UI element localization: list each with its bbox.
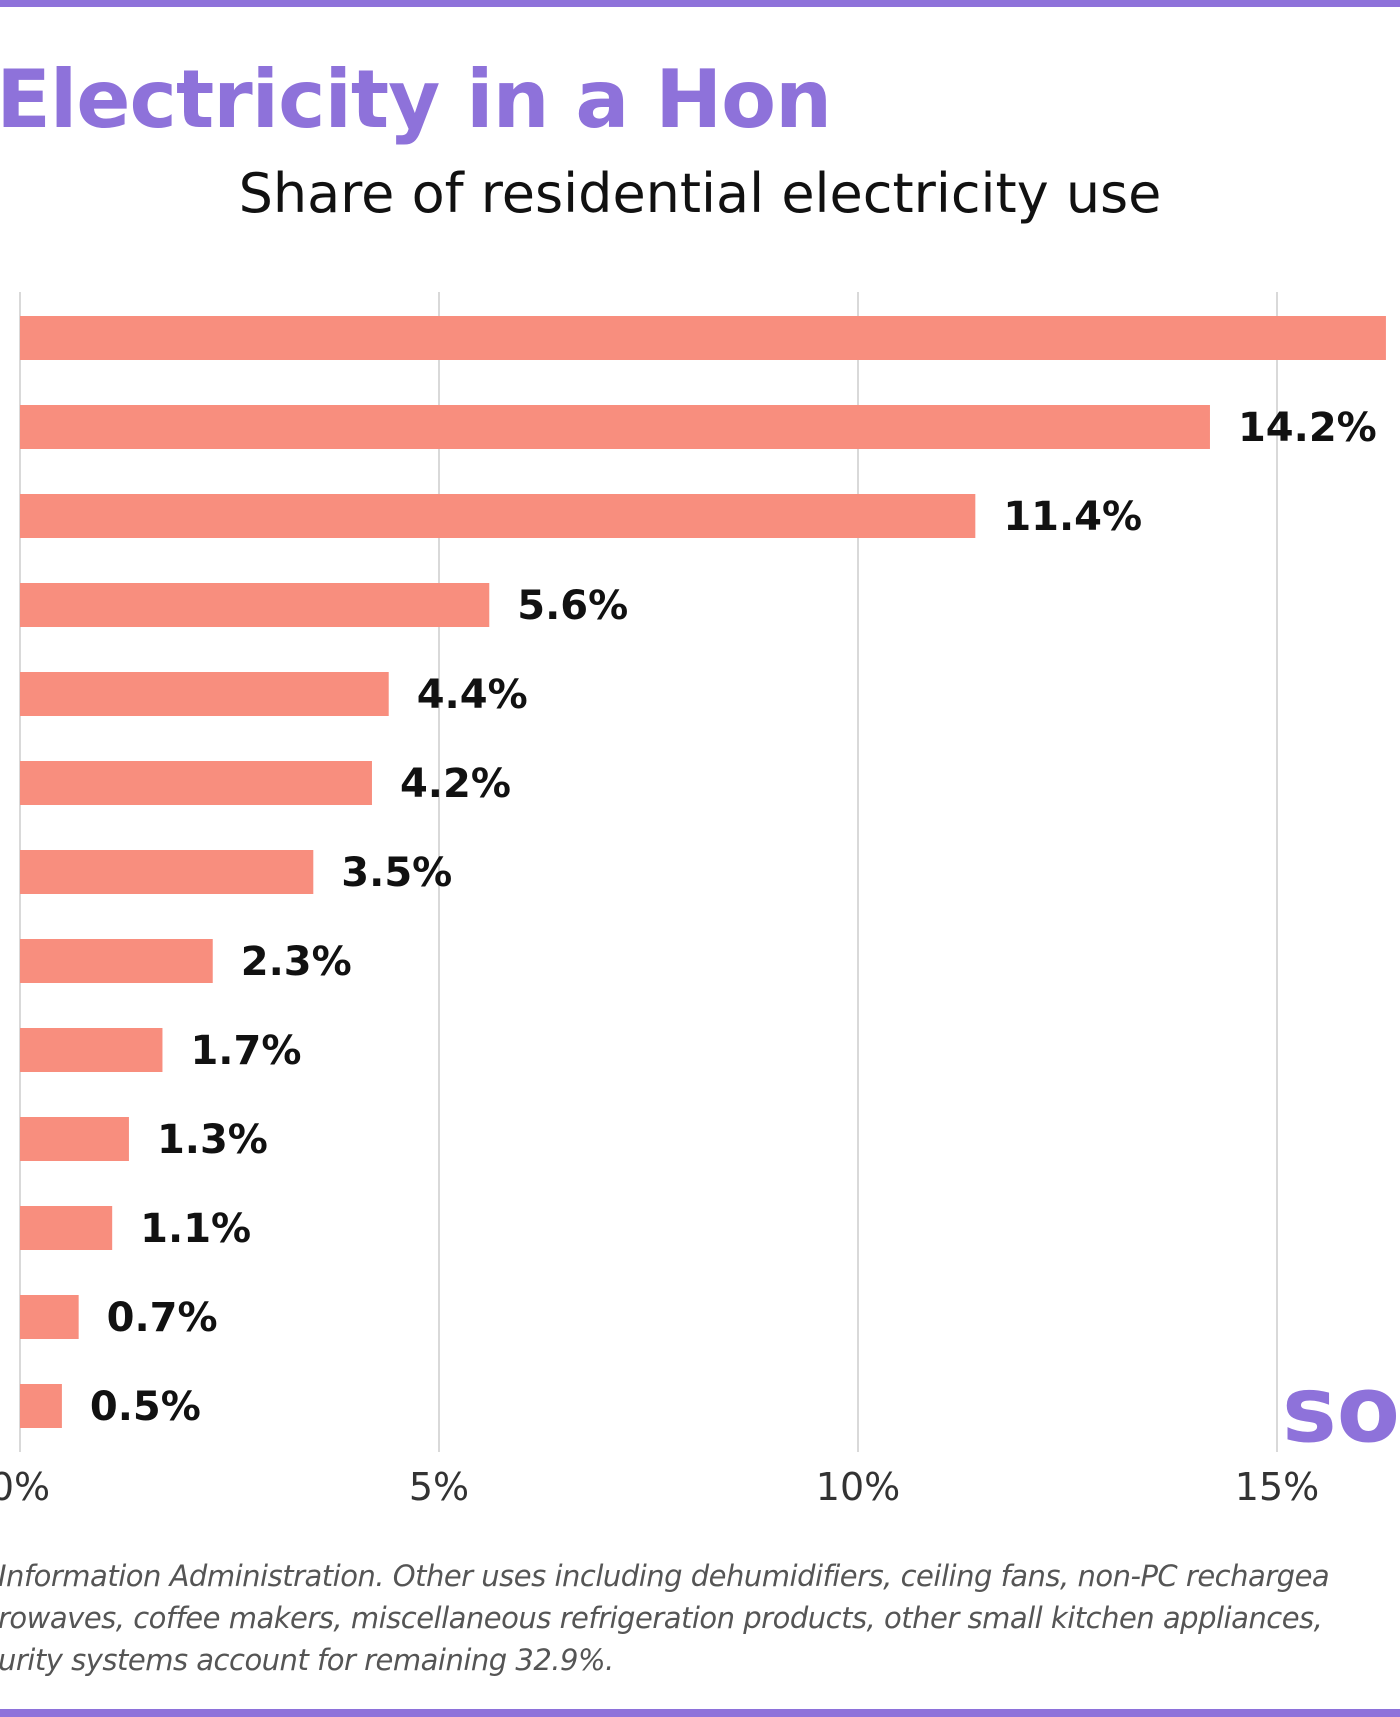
value-label-9: 1.3% [157, 1117, 268, 1163]
value-label-2: 11.4% [1003, 494, 1142, 540]
bar-7 [20, 939, 213, 983]
x-tick-label-1: 5% [409, 1465, 469, 1509]
bar-12 [20, 1384, 62, 1428]
bar-1 [20, 405, 1210, 449]
top-accent-border [0, 0, 1400, 7]
value-label-6: 3.5% [341, 850, 452, 896]
brand-logo: so [1282, 1360, 1400, 1460]
value-label-10: 1.1% [140, 1206, 251, 1252]
value-label-1: 14.2% [1238, 405, 1377, 451]
value-label-12: 0.5% [90, 1384, 201, 1430]
bottom-accent-border [0, 1709, 1400, 1717]
value-label-7: 2.3% [241, 939, 352, 985]
bar-10 [20, 1206, 113, 1250]
value-label-4: 4.4% [417, 672, 528, 718]
bar-11 [20, 1295, 79, 1339]
value-label-3: 5.6% [517, 583, 628, 629]
title-clip: at Uses The Most Electricity in a Hon [0, 45, 1400, 155]
chart-subtitle: Share of residential electricity use [238, 162, 1162, 225]
footnote-line-1: Information Administration. Other uses i… [0, 1559, 1330, 1593]
chart-title: at Uses The Most Electricity in a Hon [0, 53, 832, 146]
x-tick-label-0: 0% [0, 1465, 50, 1509]
bar-6 [20, 850, 314, 894]
footnote-line-3: urity systems account for remaining 32.9… [0, 1643, 614, 1677]
bar-3 [20, 583, 490, 627]
bar-5 [20, 761, 372, 805]
bar-9 [20, 1117, 129, 1161]
x-tick-label-3: 15% [1235, 1465, 1319, 1509]
bar-2 [20, 494, 976, 538]
source-footnote: Information Administration. Other uses i… [0, 1555, 1400, 1705]
value-label-5: 4.2% [400, 761, 511, 807]
footnote-line-2: rowaves, coffee makers, miscellaneous re… [0, 1601, 1323, 1635]
bar-4 [20, 672, 389, 716]
value-label-8: 1.7% [190, 1028, 301, 1074]
value-label-11: 0.7% [107, 1295, 218, 1341]
x-tick-label-2: 10% [816, 1465, 900, 1509]
bar-0 [20, 316, 1386, 360]
bar-8 [20, 1028, 163, 1072]
